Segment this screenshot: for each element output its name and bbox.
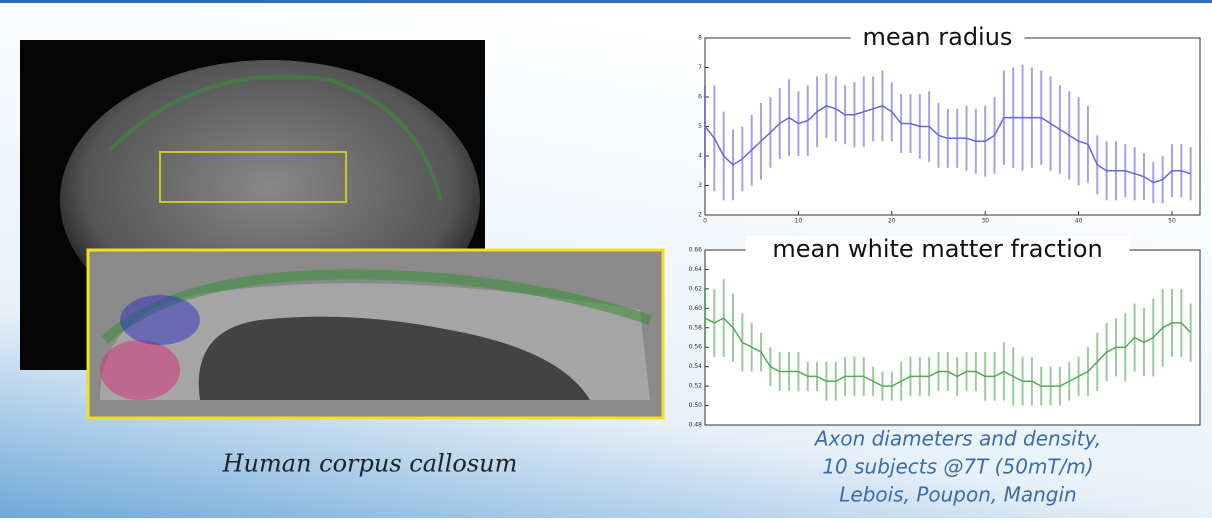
- y-tick-label: 0.64: [689, 266, 703, 273]
- x-tick-label: 10: [795, 218, 803, 225]
- x-tick-label: 30: [981, 218, 989, 225]
- y-tick-label: 0.50: [689, 402, 703, 409]
- y-tick-label: 5: [698, 123, 702, 130]
- slide: Human corpus callosum Axon diameters and…: [0, 0, 1212, 518]
- credit-line: Lebois, Poupon, Mangin: [839, 483, 1076, 507]
- x-tick-label: 50: [1168, 218, 1176, 225]
- top-border: [0, 0, 1212, 3]
- page: Human corpus callosum Axon diameters and…: [0, 0, 1212, 518]
- x-tick-label: 20: [888, 218, 896, 225]
- inset-red: [100, 340, 180, 400]
- x-tick-label: 0: [703, 218, 707, 225]
- y-tick-label: 8: [698, 35, 702, 42]
- y-tick-label: 6: [698, 94, 702, 101]
- y-tick-label: 4: [698, 153, 702, 160]
- y-tick-label: 3: [698, 182, 702, 189]
- y-tick-label: 0.48: [689, 422, 703, 429]
- y-tick-label: 0.52: [689, 383, 703, 390]
- y-tick-label: 0.58: [689, 324, 703, 331]
- y-tick-label: 0.54: [689, 363, 703, 370]
- inset-blue: [120, 295, 200, 345]
- y-tick-label: 0.60: [689, 305, 703, 312]
- y-tick-label: 0.66: [689, 247, 703, 254]
- y-tick-label: 0.62: [689, 285, 703, 292]
- image-caption: Human corpus callosum: [222, 450, 518, 478]
- credit-line: Axon diameters and density,: [813, 427, 1101, 451]
- y-tick-label: 0.56: [689, 344, 703, 351]
- x-tick-label: 40: [1075, 218, 1083, 225]
- credit-line: 10 subjects @7T (50mT/m): [822, 455, 1093, 479]
- chart-title: mean white matter fraction: [772, 235, 1102, 263]
- chart-title: mean radius: [863, 23, 1013, 51]
- y-tick-label: 2: [698, 212, 702, 219]
- y-tick-label: 7: [698, 64, 702, 71]
